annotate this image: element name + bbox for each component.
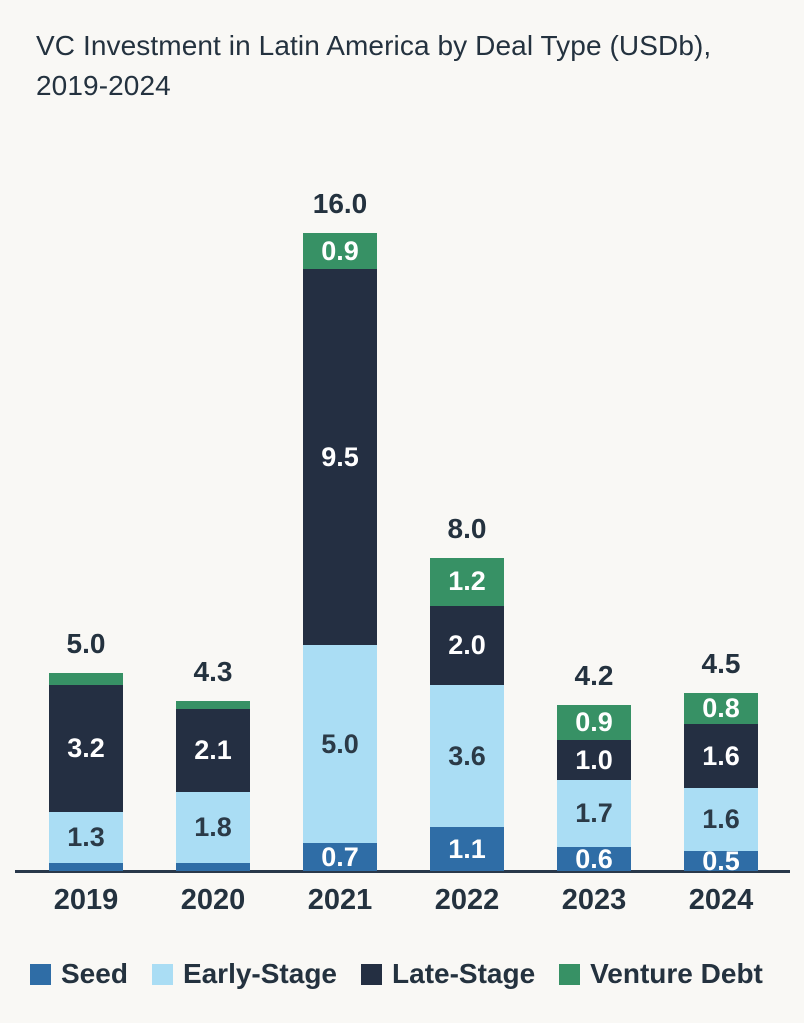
legend-item-late-stage: Late-Stage [361, 958, 535, 990]
segment-value-label: 1.8 [194, 811, 232, 842]
bar-2019: 5.0 3.2 1.3 [49, 628, 123, 871]
segment-early-stage-2021: 5.0 [303, 645, 377, 844]
segment-early-stage-2019: 1.3 [49, 811, 123, 864]
segment-late-stage-2020: 2.1 [176, 708, 250, 792]
legend: Seed Early-Stage Late-Stage Venture Debt [30, 958, 763, 990]
legend-label-early-stage: Early-Stage [182, 958, 338, 989]
segment-value-label: 1.3 [67, 821, 105, 852]
legend-label-seed: Seed [61, 958, 128, 989]
segment-venture-debt-2021: 0.9 [303, 233, 377, 270]
segment-seed-2019 [49, 863, 123, 871]
segment-value-label: 2.1 [194, 734, 232, 765]
segment-value-label: 1.7 [575, 798, 613, 829]
bar-2024: 4.5 0.8 1.6 1.6 0.5 [684, 648, 758, 874]
x-axis-label-2022: 2022 [434, 884, 500, 916]
segment-value-label: 0.9 [321, 235, 359, 266]
segment-value-label: 1.0 [575, 744, 613, 775]
segment-seed-2024: 0.5 [684, 847, 758, 874]
legend-swatch-venture-debt [559, 963, 581, 985]
bar-2023: 4.2 0.9 1.0 1.7 0.6 [557, 660, 631, 874]
segment-venture-debt-2023: 0.9 [557, 704, 631, 741]
legend-swatch-late-stage [361, 963, 383, 985]
segment-seed-2022: 1.1 [430, 827, 504, 871]
total-label-2023: 4.2 [574, 659, 614, 691]
segment-early-stage-2022: 3.6 [430, 684, 504, 828]
segment-seed-2021: 0.7 [303, 843, 377, 871]
x-axis-label-2023: 2023 [561, 884, 627, 916]
segment-venture-debt-2024: 0.8 [684, 692, 758, 725]
segment-late-stage-2019: 3.2 [49, 684, 123, 812]
segment-value-label: 1.6 [702, 804, 740, 835]
legend-label-late-stage: Late-Stage [392, 958, 536, 989]
legend-item-seed: Seed [30, 958, 128, 990]
segment-value-label: 1.2 [448, 566, 486, 597]
segment-late-stage-2023: 1.0 [557, 740, 631, 780]
segment-late-stage-2021: 9.5 [303, 269, 377, 646]
x-axis-label-2021: 2021 [307, 884, 373, 916]
chart-title: VC Investment in Latin America by Deal T… [36, 30, 712, 101]
segment-value-label: 1.1 [448, 833, 486, 864]
segment-venture-debt-2022: 1.2 [430, 558, 504, 606]
segment-value-label: 0.5 [702, 845, 740, 876]
plot-area: 5.0 3.2 1.3 4.3 2.1 1.8 16.0 0.9 9.5 5.0 0.7 8.0 1.2… [0, 160, 804, 874]
segment-venture-debt-2019 [49, 673, 123, 685]
total-label-2019: 5.0 [66, 628, 106, 660]
bar-2022: 8.0 1.2 2.0 3.6 1.1 [430, 513, 504, 871]
total-label-2020: 4.3 [193, 655, 233, 687]
segment-value-label: 3.2 [67, 732, 105, 763]
segment-venture-debt-2020 [176, 700, 250, 709]
segment-value-label: 2.0 [448, 629, 486, 660]
segment-value-label: 5.0 [321, 728, 359, 759]
x-axis-label-2024: 2024 [688, 884, 754, 916]
total-label-2024: 4.5 [701, 647, 741, 679]
segment-early-stage-2023: 1.7 [557, 779, 631, 848]
legend-swatch-seed [30, 963, 51, 985]
x-axis-labels: 2019 2020 2021 2022 2023 2024 [0, 884, 804, 930]
segment-value-label: 3.6 [448, 740, 486, 771]
segment-late-stage-2024: 1.6 [684, 724, 758, 788]
legend-label-venture-debt: Venture Debt [590, 958, 763, 989]
segment-late-stage-2022: 2.0 [430, 605, 504, 685]
segment-value-label: 0.8 [702, 693, 740, 724]
legend-item-venture-debt: Venture Debt [559, 958, 763, 990]
segment-value-label: 0.6 [575, 843, 613, 874]
segment-value-label: 9.5 [321, 441, 359, 472]
legend-item-early-stage: Early-Stage [151, 958, 338, 990]
segment-seed-2023: 0.6 [557, 843, 631, 874]
legend-swatch-early-stage [151, 963, 173, 985]
x-axis-line [15, 870, 790, 873]
total-label-2021: 16.0 [312, 188, 368, 220]
segment-early-stage-2024: 1.6 [684, 787, 758, 852]
segment-value-label: 1.6 [702, 740, 740, 771]
segment-value-label: 0.9 [575, 707, 613, 738]
total-label-2022: 8.0 [447, 513, 487, 545]
x-axis-label-2019: 2019 [53, 884, 119, 916]
segment-early-stage-2020: 1.8 [176, 791, 250, 864]
x-axis-label-2020: 2020 [180, 884, 246, 916]
bar-2021: 16.0 0.9 9.5 5.0 0.7 [303, 188, 377, 871]
segment-value-label: 0.7 [321, 841, 359, 872]
segment-seed-2020 [176, 863, 250, 871]
bar-2020: 4.3 2.1 1.8 [176, 656, 250, 871]
